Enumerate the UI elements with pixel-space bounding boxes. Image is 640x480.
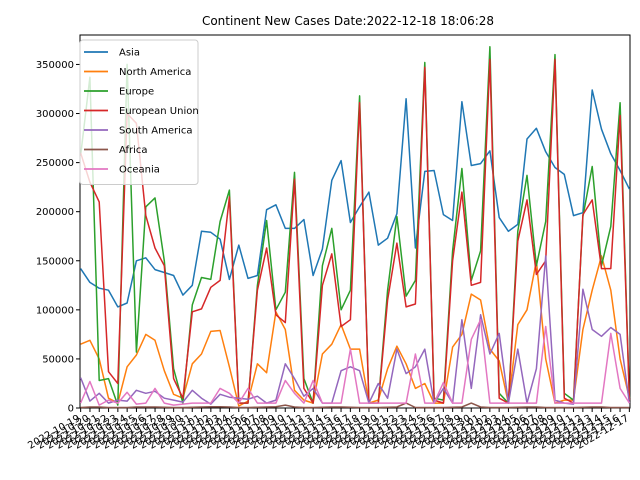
- x-axis: 2022-10-192022-10-202022-10-212022-10-22…: [26, 408, 631, 452]
- y-tick-label: 50000: [42, 354, 74, 365]
- y-tick-label: 250000: [36, 158, 74, 169]
- series-line-africa: [80, 402, 630, 409]
- chart-title: Continent New Cases Date:2022-12-18 18:0…: [202, 14, 494, 28]
- series-line-north-america: [80, 255, 631, 407]
- legend-label: Europe: [119, 87, 154, 98]
- series-line-oceania: [79, 318, 631, 406]
- series-line-south-america: [79, 255, 631, 405]
- legend-label: South America: [119, 126, 193, 137]
- y-tick-label: 300000: [36, 109, 74, 120]
- series-line-european-union: [79, 58, 631, 404]
- y-tick-label: 200000: [36, 207, 74, 218]
- y-axis: 0 50000 100000 150000 200000 250000 300000 3500…: [36, 60, 80, 415]
- legend-label: European Union: [119, 106, 199, 117]
- y-tick-label: 0: [68, 404, 74, 415]
- y-tick-label: 350000: [36, 60, 74, 71]
- legend: Asia North America Europe European Union Sou…: [79, 39, 199, 185]
- legend-box: [79, 39, 199, 185]
- legend-label: North America: [119, 67, 191, 78]
- y-tick-label: 100000: [36, 305, 74, 316]
- legend-label: Oceania: [119, 165, 160, 176]
- legend-label: Africa: [119, 145, 148, 156]
- legend-label: Asia: [119, 48, 140, 59]
- y-tick-label: 150000: [36, 256, 74, 267]
- series-lines: [79, 46, 631, 409]
